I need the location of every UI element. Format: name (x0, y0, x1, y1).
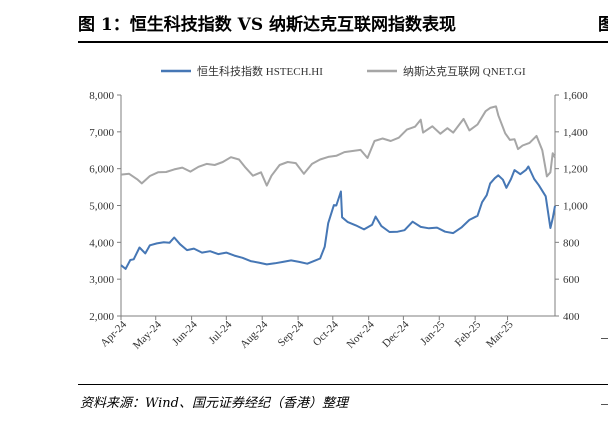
hstech-series-line (120, 165, 556, 270)
right-tick-label: 800 (563, 237, 580, 249)
edge-tick-mark (601, 404, 608, 405)
x-tick-label: May-24 (131, 318, 164, 351)
legend-qnet-label: 纳斯达克互联网 QNET.GI (403, 65, 526, 78)
left-tick-label: 7,000 (89, 127, 114, 139)
x-tick-label: Jun-24 (170, 318, 200, 348)
left-tick-label: 4,000 (89, 237, 114, 249)
right-tick-label: 1,000 (563, 201, 588, 213)
x-tick-label: Jan-25 (418, 318, 448, 348)
right-tick-label: 400 (563, 311, 580, 323)
title-rule (78, 41, 608, 43)
x-tick-label: Dec-24 (380, 318, 412, 350)
x-tick-label: Nov-24 (345, 318, 378, 351)
chart-axes (120, 95, 556, 317)
x-tick-label: Jul-24 (207, 318, 235, 346)
left-tick-label: 6,000 (89, 164, 114, 176)
right-axis-ticks: 400 600 800 1,000 1,200 1,400 1,600 (555, 90, 588, 323)
source-rule (78, 384, 608, 385)
left-tick-label: 2,000 (89, 311, 114, 323)
x-tick-label: Mar-25 (484, 318, 516, 350)
chart-legend: 恒生科技指数 HSTECH.HI 纳斯达克互联网 QNET.GI (161, 64, 526, 78)
right-tick-label: 600 (563, 274, 580, 286)
qnet-series-line (120, 105, 556, 187)
legend-hstech-label: 恒生科技指数 HSTECH.HI (197, 64, 323, 78)
line-chart: 2,000 3,000 4,000 5,000 6,000 7,000 8,000 400 6… (89, 64, 588, 352)
right-tick-label: 1,400 (563, 127, 588, 139)
x-tick-label: Oct-24 (311, 318, 341, 348)
source-note: 资料来源：Wind、国元证券经纪（香港）整理 (80, 396, 348, 411)
edge-tick-mark (601, 338, 608, 339)
series-layer (120, 105, 556, 270)
left-axis-ticks: 2,000 3,000 4,000 5,000 6,000 7,000 8,000 (89, 90, 121, 323)
left-tick-label: 8,000 (89, 90, 114, 102)
right-tick-label: 1,200 (563, 164, 588, 176)
x-tick-label: Feb-25 (453, 318, 484, 349)
next-figure-title-fragment: 图 (598, 15, 608, 35)
x-tick-label: Sep-24 (276, 318, 307, 349)
left-tick-label: 3,000 (89, 274, 114, 286)
x-tick-label: Aug-24 (238, 318, 271, 351)
right-tick-label: 1,600 (563, 90, 588, 102)
figure-title: 图 1：恒生科技指数 VS 纳斯达克互联网指数表现 (78, 15, 457, 35)
left-tick-label: 5,000 (89, 201, 114, 213)
x-axis-ticks: Apr-24 May-24 Jun-24 Jul-24 Aug-24 Sep-24 Oct-… (98, 316, 516, 352)
